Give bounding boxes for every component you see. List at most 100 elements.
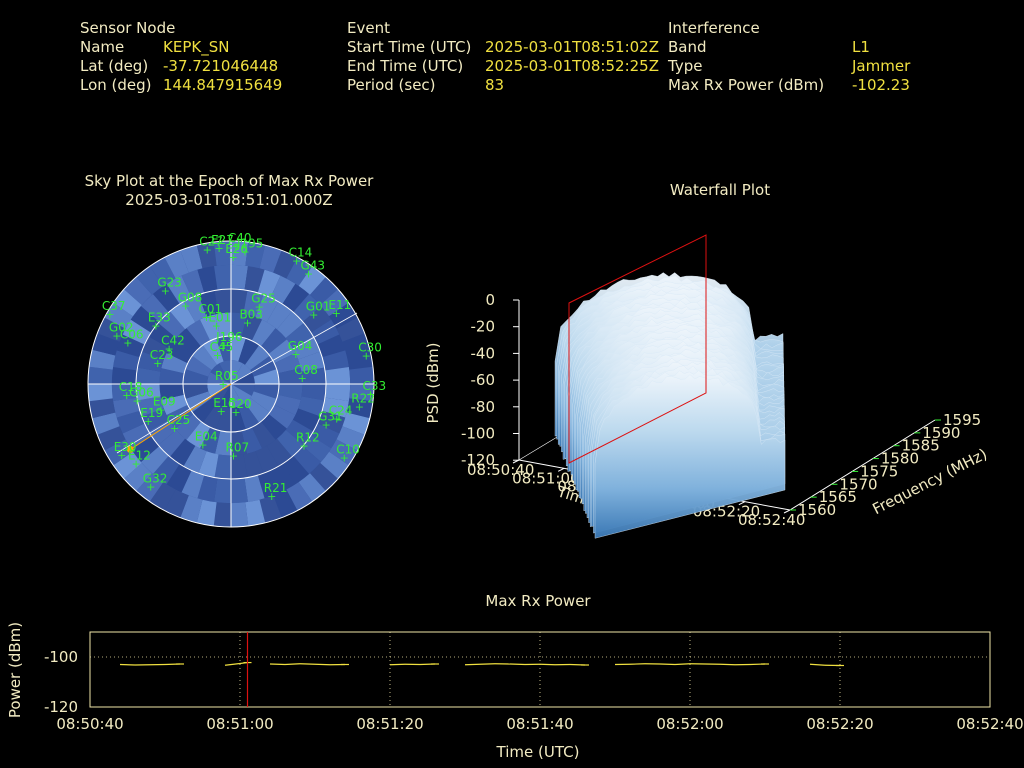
sky-power-cell xyxy=(149,482,176,511)
maxrx-segment xyxy=(539,663,556,666)
sky-power-cell xyxy=(219,360,231,384)
satellite-C24: +C24 xyxy=(329,403,353,425)
sky-power-cell xyxy=(231,264,248,290)
satellite-label: E01 xyxy=(208,310,231,324)
diagonal-sw xyxy=(116,383,232,454)
satellite-label: C08 xyxy=(294,363,318,377)
sky-power-cell xyxy=(310,276,339,305)
interference-power-value: -102.23 xyxy=(852,76,910,94)
sky-power-cell xyxy=(285,419,314,446)
satellite-label: G25 xyxy=(251,291,276,305)
sky-power-cell xyxy=(210,363,231,384)
sky-power-cell xyxy=(273,352,301,374)
sky-power-cell xyxy=(231,363,252,384)
sky-power-cell xyxy=(276,429,305,458)
interference-power-label: Max Rx Power (dBm) xyxy=(668,76,825,94)
sky-power-cell xyxy=(185,355,212,377)
maxrx-frame xyxy=(89,631,991,708)
satellite-E30: +E30 xyxy=(114,440,137,462)
satellite-G06: +G06 xyxy=(129,386,154,408)
sky-power-cell xyxy=(89,398,116,419)
maxrx-x-tick-label: 08:51:40 xyxy=(506,715,573,733)
maxrx-y-tick-label: -100 xyxy=(44,648,78,666)
satellite-label: G32 xyxy=(143,472,168,486)
sky-power-cell xyxy=(231,384,243,408)
sky-power-cell xyxy=(161,394,189,416)
sky-power-cell xyxy=(231,478,248,504)
sky-power-cell xyxy=(286,257,313,286)
sky-power-cell xyxy=(123,463,152,492)
sky-power-cell xyxy=(255,294,279,323)
satellite-plus-icon: + xyxy=(267,490,276,503)
sky-power-cell xyxy=(130,435,159,463)
maxrx-x-tick-label: 08:51:20 xyxy=(356,715,423,733)
satellite-E19: +E19 xyxy=(140,406,163,428)
sky-power-cell xyxy=(322,350,349,371)
sky-plot-title: Sky Plot at the Epoch of Max Rx Power xyxy=(85,172,375,190)
freq-tick-label: 1590 xyxy=(922,424,960,442)
sky-power-cell xyxy=(123,276,152,305)
sky-power-cell xyxy=(303,305,332,333)
satellite-label: C37 xyxy=(102,299,126,313)
z-tick-label: -40 xyxy=(471,344,496,362)
sky-power-cell xyxy=(268,404,296,429)
sky-power-cell xyxy=(231,241,249,266)
satellite-G43: +G43 xyxy=(300,258,325,280)
satellite-E04: +E04 xyxy=(195,429,218,451)
sky-power-cell xyxy=(113,350,140,371)
sky-power-cell xyxy=(148,419,177,446)
satellite-R07: +R07 xyxy=(225,440,249,462)
satellite-label: R21 xyxy=(264,481,288,495)
z-tick-label: -80 xyxy=(471,398,496,416)
satellite-R05: +R05 xyxy=(215,369,239,391)
satellite-plus-icon: + xyxy=(131,458,140,471)
maxrx-plot: Max Rx Power Power (dBm) Time (UTC) 08:5… xyxy=(6,592,1024,761)
freq-tick-label: 1570 xyxy=(839,475,877,493)
sky-power-cell xyxy=(169,438,196,467)
satellite-plus-icon: + xyxy=(144,415,153,428)
sky-power-cell xyxy=(231,502,249,527)
maxrx-segment xyxy=(509,663,526,666)
satellite-G23: +G23 xyxy=(157,275,182,297)
sky-power-cell xyxy=(277,368,303,384)
satellite-G04: +G04 xyxy=(288,339,313,361)
sky-power-cell xyxy=(215,430,231,456)
satellite-label: C06 xyxy=(120,327,144,341)
time-tick xyxy=(512,459,520,464)
sky-power-cell xyxy=(104,302,133,329)
satellite-label: C14 xyxy=(289,246,313,260)
sky-power-cell xyxy=(282,456,310,485)
sky-power-cell xyxy=(141,336,170,360)
sky-power-cell xyxy=(97,317,126,342)
event-end-value: 2025-03-01T08:52:25Z xyxy=(485,57,659,75)
sky-power-cell xyxy=(199,314,221,342)
sky-power-cell xyxy=(214,264,231,290)
satellite-plus-icon: + xyxy=(164,342,173,355)
maxrx-x-tick-label: 08:50:40 xyxy=(56,715,123,733)
sky-power-cell xyxy=(250,355,277,377)
sensor-heading: Sensor Node xyxy=(80,19,176,37)
satellite-plus-icon: + xyxy=(309,309,318,322)
sky-power-cell xyxy=(210,384,231,405)
sky-power-cell xyxy=(140,446,169,475)
satellite-label: E09 xyxy=(153,395,176,409)
satellite-plus-icon: + xyxy=(198,438,207,451)
satellite-C25: +C25 xyxy=(167,413,191,435)
satellite-C40: +C40 xyxy=(228,231,252,253)
satellite-plus-icon: + xyxy=(213,349,222,362)
sky-power-cell xyxy=(243,451,264,478)
sky-power-cell xyxy=(253,384,279,399)
sky-power-cell xyxy=(293,446,322,475)
sky-power-cell xyxy=(213,241,231,266)
freq-axis xyxy=(789,419,936,511)
satellite-label: G04 xyxy=(288,339,313,353)
satellite-G02: +G02 xyxy=(109,321,134,343)
satellite-C08: +C08 xyxy=(294,363,318,385)
satellite-plus-icon: + xyxy=(146,481,155,494)
sky-power-cell xyxy=(97,426,126,451)
sky-power-cell xyxy=(270,275,296,304)
waterfall-ridge xyxy=(594,374,786,539)
satellite-label: E11 xyxy=(328,298,351,312)
satellite-plus-icon: + xyxy=(217,405,226,418)
